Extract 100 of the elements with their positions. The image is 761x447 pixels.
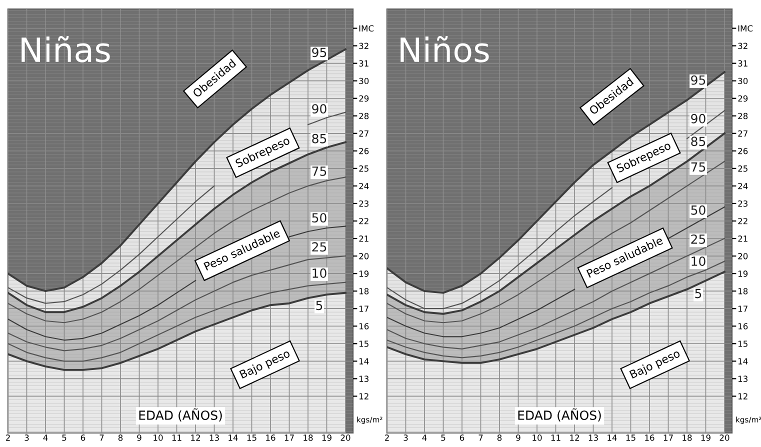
y-tick-label: 19 xyxy=(359,270,369,277)
x-tick-label: 6 xyxy=(80,434,86,441)
y-tick-label: 28 xyxy=(738,112,748,120)
x-tick-label: 16 xyxy=(645,434,654,441)
text: Niños xyxy=(400,36,489,62)
x-tick-label: 9 xyxy=(516,434,520,441)
y-tick-label: 12 xyxy=(359,393,368,400)
x-tick-label: 18 xyxy=(682,434,692,441)
x-tick-label: 6 xyxy=(460,434,464,441)
x-tick-label: 18 xyxy=(304,434,313,441)
y-tick-label: 31 xyxy=(359,60,368,67)
x-tick-label: 11 xyxy=(551,434,560,441)
x-tick-label: 12 xyxy=(191,434,200,441)
series-label: 90 xyxy=(312,104,326,114)
y-tick-label: 28 xyxy=(359,112,369,120)
x-tick-label: 15 xyxy=(626,434,636,441)
x-tick-label: 13 xyxy=(588,434,598,441)
y-tick-label: 26 xyxy=(359,148,369,154)
text: Niñas xyxy=(22,36,110,62)
y-tick-label: 20 xyxy=(359,253,369,260)
x-tick-label: 16 xyxy=(266,434,276,441)
annotation: Bajo peso xyxy=(629,348,682,381)
x-tick-label: 13 xyxy=(210,434,219,441)
x-tick-label: 17 xyxy=(284,434,294,441)
x-tick-label: 14 xyxy=(228,434,238,441)
series-label: 10 xyxy=(692,256,706,266)
y-tick-label: 15 xyxy=(359,340,368,347)
y-tick-label: 30 xyxy=(359,78,369,84)
y-tick-label: 32 xyxy=(359,42,368,50)
x-tick-label: 17 xyxy=(664,434,673,441)
y-tick-label: 17 xyxy=(359,306,368,312)
x-tick-label: 19 xyxy=(322,434,332,441)
y-tick-label: 25 xyxy=(359,165,368,172)
series-label: 95 xyxy=(312,48,326,58)
x-tick-label: 12 xyxy=(570,434,579,441)
y-tick-label: 27 xyxy=(738,130,748,137)
annotation: Bajo peso xyxy=(239,348,292,381)
x-tick-label: 4 xyxy=(43,434,48,441)
y-tick-label: 13 xyxy=(359,376,368,382)
x-tick-label: 20 xyxy=(720,434,730,441)
x-tick-label: 3 xyxy=(24,434,29,441)
series-label: 10 xyxy=(312,268,326,278)
y-tick-label: 31 xyxy=(738,60,748,67)
y-tick-label: 29 xyxy=(738,95,748,102)
x-tick-label: 4 xyxy=(422,434,427,441)
x-tick-label: 11 xyxy=(172,434,182,441)
series-label: 50 xyxy=(691,205,706,215)
x-tick-label: 15 xyxy=(247,434,256,441)
y-tick-label: 26 xyxy=(738,148,748,154)
y-tick-label: 23 xyxy=(738,200,748,207)
y-tick-label: 19 xyxy=(738,270,748,277)
y-tick-label: 22 xyxy=(359,218,368,224)
x-tick-label: 5 xyxy=(62,434,66,441)
x-tick-label: 19 xyxy=(701,434,710,441)
y-tick-label: 13 xyxy=(738,376,748,382)
x-tick-label: 2 xyxy=(384,434,389,441)
y-tick-label: 14 xyxy=(359,358,369,364)
series-label: 25 xyxy=(312,242,326,252)
x-axis-title: EDAD (AÑOS) xyxy=(139,408,222,422)
y-tick-label: 22 xyxy=(738,218,748,224)
y-tick-label: 16 xyxy=(738,323,748,330)
series-label: 95 xyxy=(691,75,706,85)
x-tick-label: 10 xyxy=(154,434,163,441)
y-tick-label: 21 xyxy=(738,236,748,242)
series-label: 5 xyxy=(316,300,322,310)
x-tick-label: 20 xyxy=(340,434,350,441)
y-tick-label: 20 xyxy=(738,253,748,260)
y-tick-label: 15 xyxy=(738,340,748,347)
series-label: 50 xyxy=(312,213,326,223)
y-tick-label: 23 xyxy=(359,200,368,207)
series-label: 85 xyxy=(312,134,326,144)
y-tick-label: 18 xyxy=(359,288,369,294)
y-tick-label: 21 xyxy=(359,236,368,242)
x-tick-label: 3 xyxy=(404,434,408,441)
x-axis-title: EDAD (AÑOS) xyxy=(518,408,601,422)
y-tick-label: 16 xyxy=(359,323,369,330)
y-tick-label: 29 xyxy=(359,95,369,102)
y-tick-label: 30 xyxy=(738,78,748,84)
series-label: 5 xyxy=(695,288,702,298)
y-tick-label: IMC xyxy=(738,25,753,32)
x-tick-label: 9 xyxy=(137,434,142,441)
x-tick-label: 14 xyxy=(608,434,617,441)
x-tick-label: 7 xyxy=(100,434,104,441)
x-tick-label: 2 xyxy=(6,434,10,441)
series-label: 85 xyxy=(691,136,706,146)
x-tick-label: 7 xyxy=(478,434,483,441)
series-label: 75 xyxy=(312,166,326,176)
y-tick-label: 32 xyxy=(738,42,748,50)
y-tick-label: 18 xyxy=(738,288,748,294)
y-tick-label: IMC xyxy=(359,25,374,32)
series-label: 90 xyxy=(691,114,706,124)
x-tick-label: 10 xyxy=(532,434,542,441)
y-tick-label: 24 xyxy=(738,182,748,190)
series-label: 75 xyxy=(691,162,706,172)
y-tick-label: 17 xyxy=(738,306,748,312)
y-tick-label: 12 xyxy=(738,393,748,400)
y-tick-label: 24 xyxy=(359,182,369,190)
y-tick-label: 25 xyxy=(738,165,748,172)
series-label: 25 xyxy=(691,234,706,244)
x-tick-label: 8 xyxy=(118,434,123,441)
